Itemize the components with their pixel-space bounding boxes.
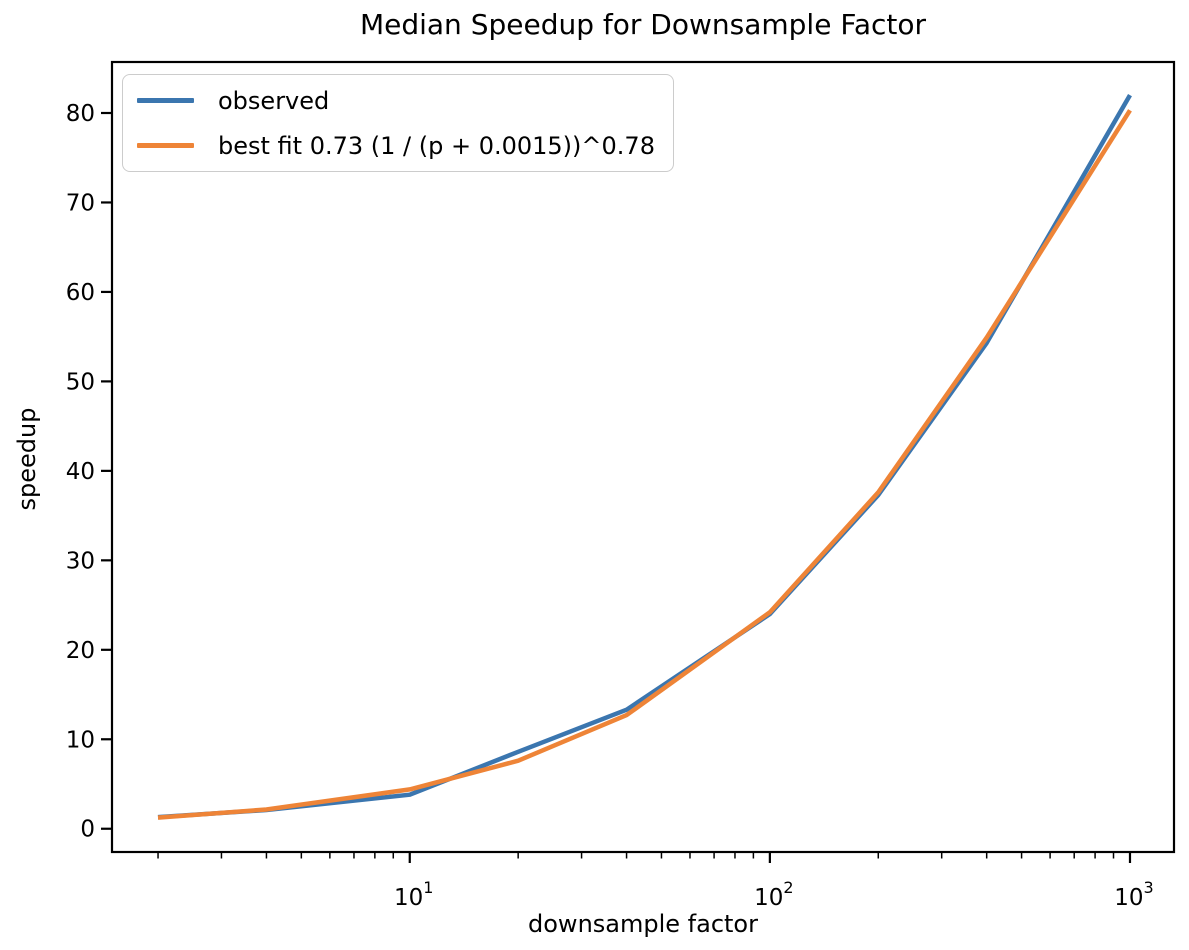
y-tick-label: 60 <box>66 280 95 306</box>
y-tick-label: 20 <box>66 638 95 664</box>
axes-frame <box>110 60 1176 854</box>
y-tick-label: 30 <box>66 548 95 574</box>
x-tick-label: 103 <box>1114 878 1153 911</box>
x-tick-label: 101 <box>394 878 433 911</box>
legend: observed best fit 0.73 (1 / (p + 0.0015)… <box>122 74 674 172</box>
y-tick-label: 50 <box>66 369 95 395</box>
y-tick-label: 70 <box>66 190 95 216</box>
legend-line-swatch-best-fit <box>137 143 194 148</box>
best-fit-line <box>157 109 1132 820</box>
legend-line-swatch-observed <box>137 98 194 103</box>
x-tick-label: 102 <box>754 878 793 911</box>
legend-item-best-fit: best fit 0.73 (1 / (p + 0.0015))^0.78 <box>137 128 655 163</box>
y-axis-label: speedup <box>13 407 41 511</box>
legend-item-observed: observed <box>137 83 655 118</box>
y-tick-label: 40 <box>66 459 95 485</box>
y-tick-label: 10 <box>66 727 95 753</box>
legend-label-best-fit: best fit 0.73 (1 / (p + 0.0015))^0.78 <box>218 131 655 160</box>
chart-title: Median Speedup for Downsample Factor <box>359 8 927 41</box>
y-tick-label: 0 <box>80 817 95 843</box>
legend-label-observed: observed <box>218 86 330 115</box>
observed-line <box>157 93 1132 820</box>
x-axis-label: downsample factor <box>528 910 758 938</box>
y-tick-label: 80 <box>66 101 95 127</box>
